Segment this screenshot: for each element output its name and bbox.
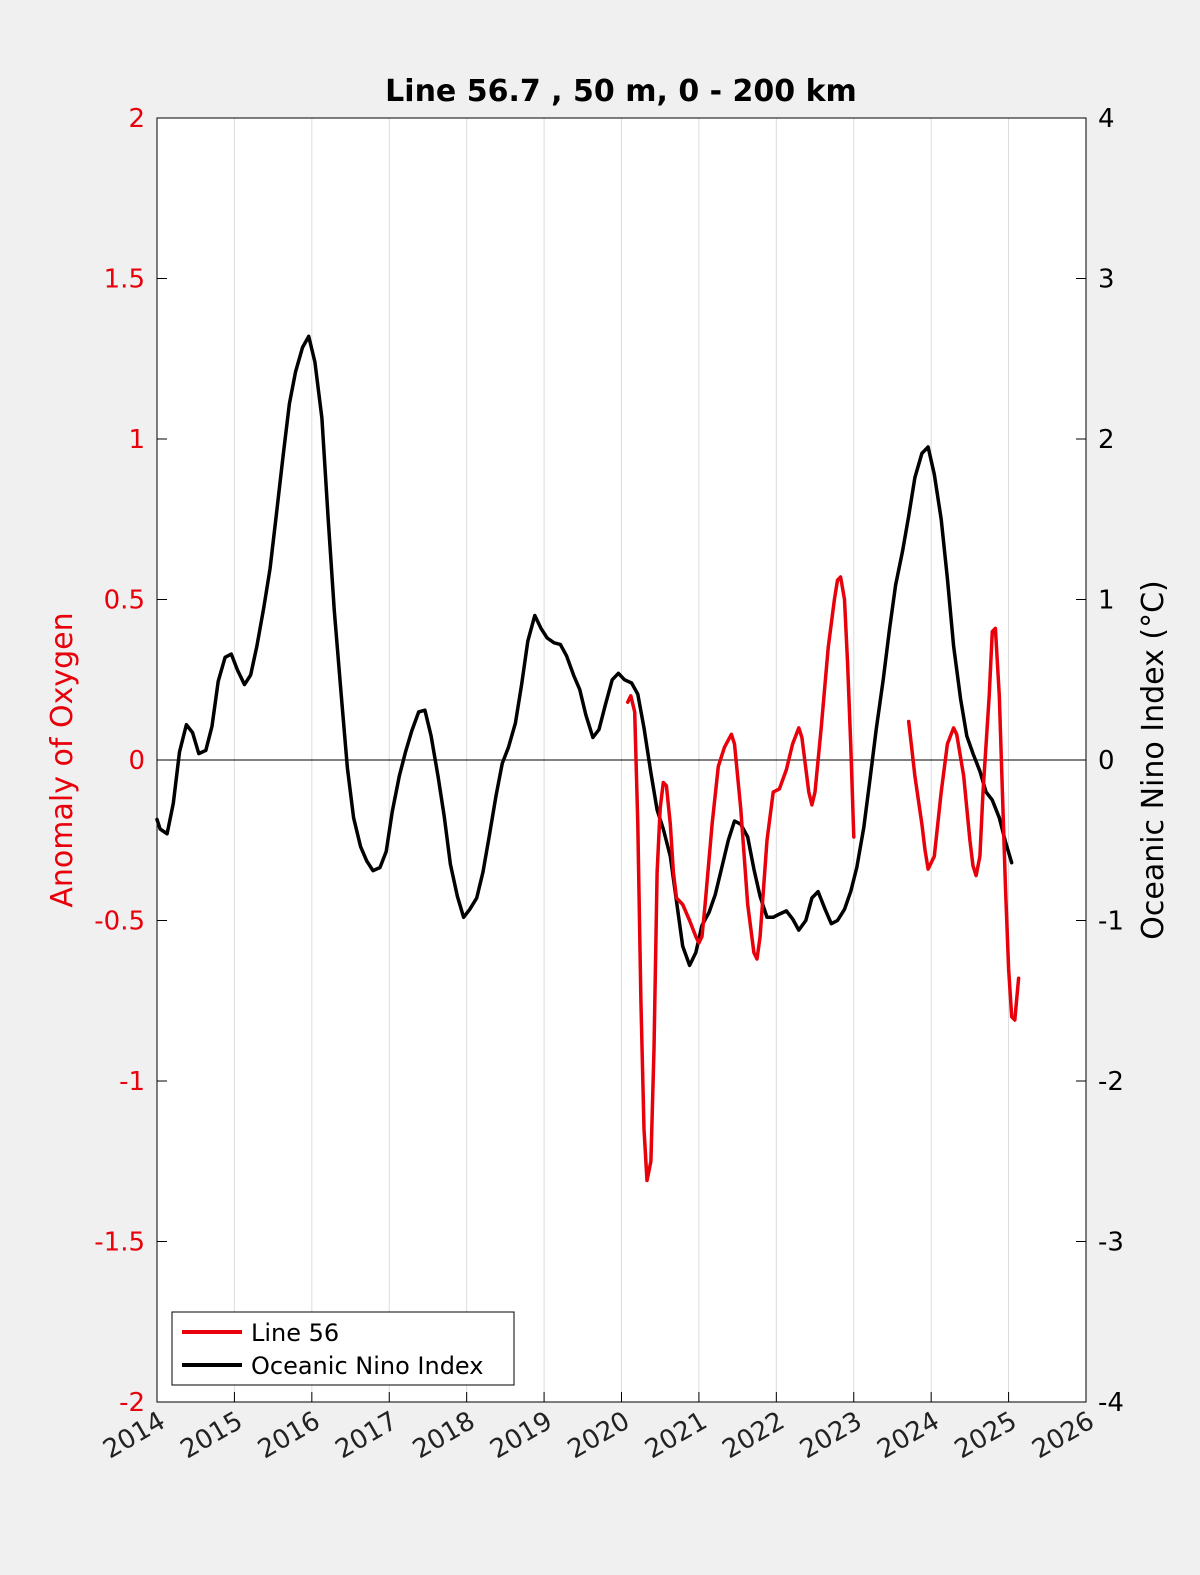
y-left-tick-label: 0.5 xyxy=(104,586,145,616)
legend-line56-label: Line 56 xyxy=(251,1319,339,1347)
x-tick-label: 2022 xyxy=(718,1406,790,1465)
y-left-tick-label: -2 xyxy=(119,1388,145,1418)
y-left-tick-label: -0.5 xyxy=(94,907,145,937)
legend-oni-label: Oceanic Nino Index xyxy=(251,1352,483,1380)
line56-series-line xyxy=(625,575,856,1183)
y-right-tick-label: 2 xyxy=(1098,425,1115,455)
y-right-tick-label: 1 xyxy=(1098,586,1115,616)
x-tick-label: 2024 xyxy=(872,1406,944,1465)
x-tick-label: 2026 xyxy=(1027,1406,1099,1465)
x-tick-label: 2023 xyxy=(795,1406,867,1465)
series-layer xyxy=(155,334,1021,1183)
y-right-tick-label: 0 xyxy=(1098,746,1115,776)
y-left-tick-label: 1.5 xyxy=(104,265,145,295)
y-axis-right-label: Oceanic Nino Index (°C) xyxy=(1136,580,1171,940)
oni-series-line xyxy=(155,334,1014,968)
x-tick-label: 2017 xyxy=(330,1406,402,1465)
line56-series-line xyxy=(906,626,1021,1022)
x-tick-label: 2015 xyxy=(176,1406,248,1465)
legend-box xyxy=(171,1311,515,1386)
legend: Line 56 Oceanic Nino Index xyxy=(171,1311,515,1386)
x-tick-label: 2025 xyxy=(950,1406,1022,1465)
y-right-tick-label: -2 xyxy=(1098,1067,1124,1097)
y-left-tick-label: -1.5 xyxy=(94,1228,145,1258)
y-axis-left-label: Anomaly of Oxygen xyxy=(45,612,80,907)
y-right-tick-label: -3 xyxy=(1098,1228,1124,1258)
y-left-tick-label: 2 xyxy=(128,104,145,134)
x-tick-label: 2021 xyxy=(640,1406,712,1465)
y-left-tick-label: -1 xyxy=(119,1067,145,1097)
x-tick-label: 2020 xyxy=(563,1406,635,1465)
y-left-tick-label: 0 xyxy=(128,746,145,776)
y-right-tick-label: 4 xyxy=(1098,104,1115,134)
x-tick-label: 2018 xyxy=(408,1406,480,1465)
x-tick-label: 2019 xyxy=(485,1406,557,1465)
y-right-tick-label: -1 xyxy=(1098,907,1124,937)
y-left-tick-label: 1 xyxy=(128,425,145,455)
y-right-tick-label: 3 xyxy=(1098,265,1115,295)
y-right-tick-label: -4 xyxy=(1098,1388,1124,1418)
chart-title: Line 56.7 , 50 m, 0 - 200 km xyxy=(385,74,857,109)
x-tick-label: 2016 xyxy=(253,1406,325,1465)
